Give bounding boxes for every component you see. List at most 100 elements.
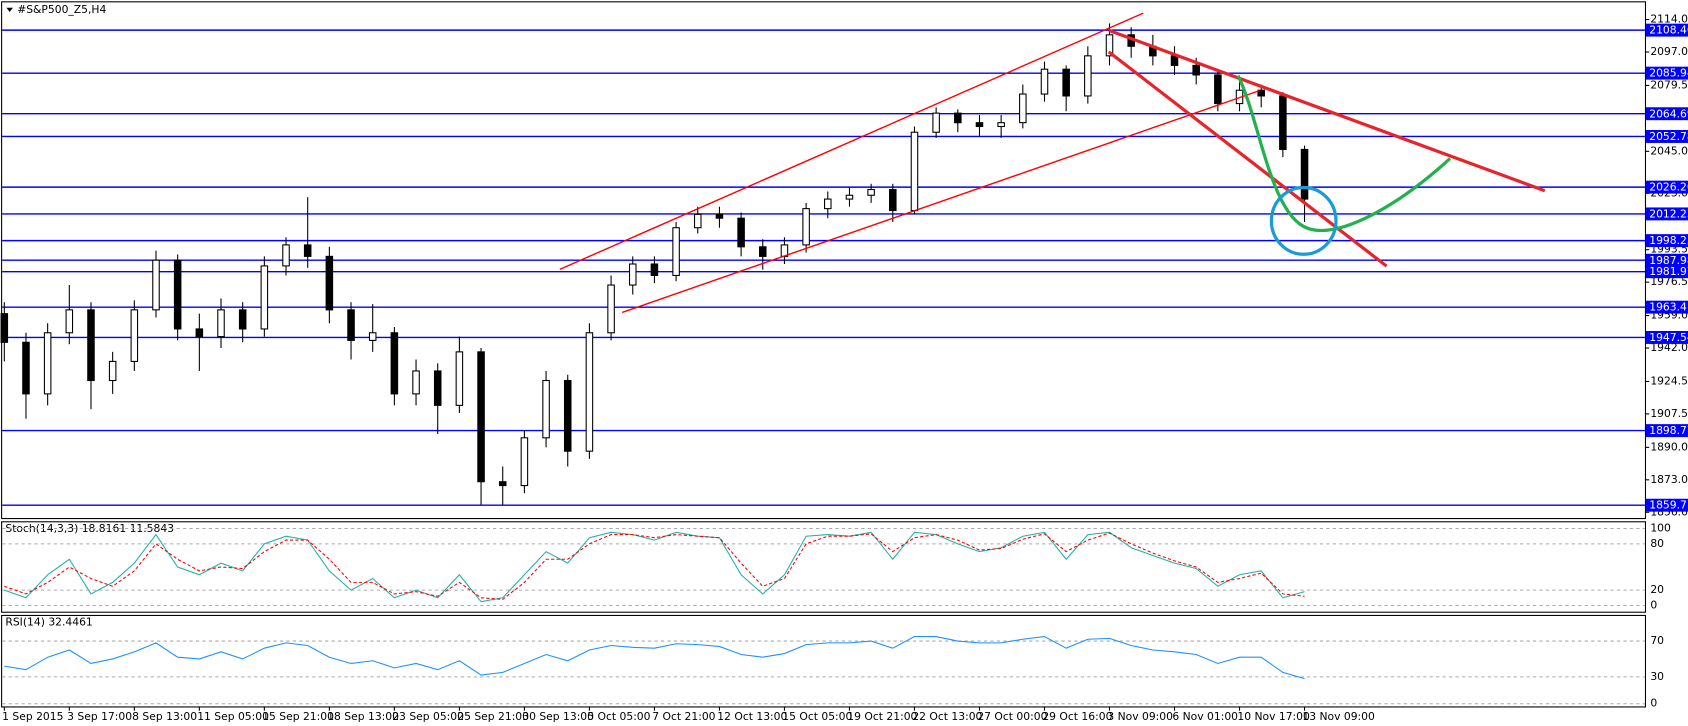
candle-body [368, 332, 377, 341]
y-tick-label: 70 [1650, 634, 1664, 647]
x-tick-label: 19 Oct 21:00 [847, 710, 917, 723]
x-tick-label: 1 Sep 2015 [2, 710, 63, 723]
y-tick-label: 20 [1650, 583, 1664, 596]
x-tick-label: 5 Oct 05:00 [587, 710, 650, 723]
x-tick-label: 15 Oct 05:00 [782, 710, 852, 723]
level-label-box [1646, 424, 1688, 438]
candle-body [650, 263, 659, 277]
candle-body [997, 122, 1005, 128]
trendline [1107, 50, 1388, 268]
candle-body [759, 246, 767, 257]
level-label: 1998.25 [1649, 234, 1688, 247]
level-label-box [1646, 207, 1688, 221]
highlight-circle [1269, 185, 1338, 256]
x-tick-label: 15 Sep 21:00 [262, 710, 334, 723]
level-label-box [1646, 23, 1688, 37]
trendline [622, 89, 1260, 314]
candle-body [520, 437, 529, 487]
candle-body [303, 244, 312, 257]
drawn-objects: 2114.002097.002079.502045.002023.001993.… [0, 13, 1688, 723]
level-label: 2108.46 [1649, 24, 1688, 37]
x-tick-label: 6 Nov 01:00 [1172, 710, 1238, 723]
y-tick-label: 0 [1650, 697, 1657, 710]
rsi-title: RSI(14) 32.4461 [5, 615, 92, 628]
y-tick-label: 2045.00 [1650, 144, 1688, 157]
projection-curve [1236, 74, 1452, 232]
x-tick-label: 3 Nov 09:00 [1107, 710, 1173, 723]
candle-body [1257, 89, 1265, 97]
candle-body [1040, 68, 1049, 95]
x-tick-label: 8 Sep 13:00 [132, 710, 197, 723]
candle-body [954, 112, 962, 124]
level-label-box [1646, 107, 1688, 121]
x-tick-label: 23 Sep 05:00 [392, 710, 464, 723]
candle-body [693, 213, 702, 229]
level-label: 1898.77 [1649, 424, 1688, 437]
x-tick-label: 3 Sep 17:00 [67, 710, 132, 723]
level-label-box [1646, 234, 1688, 248]
y-tick-label: 1873.00 [1650, 473, 1688, 486]
x-tick-label: 27 Oct 00:00 [977, 710, 1047, 723]
candle-body [563, 379, 572, 452]
y-tick-label: 1942.00 [1650, 341, 1688, 354]
candle-body [260, 265, 269, 330]
candle-body [1105, 34, 1114, 57]
candle-body [22, 341, 30, 395]
candle-body [217, 309, 225, 338]
level-label-box [1646, 180, 1688, 194]
candle-body [130, 309, 139, 362]
candle-body [889, 188, 897, 212]
y-tick-label: 30 [1650, 670, 1664, 683]
candle-body [433, 370, 442, 406]
level-label: 2085.94 [1649, 67, 1688, 80]
candle-body [910, 131, 919, 212]
x-tick-label: 12 Oct 13:00 [717, 710, 787, 723]
y-tick-label: 2097.00 [1650, 45, 1688, 58]
y-tick-label: 2079.50 [1650, 78, 1688, 91]
x-tick-label: 18 Sep 13:00 [327, 710, 399, 723]
y-tick-label: 100 [1650, 521, 1671, 534]
level-label: 2012.23 [1649, 207, 1688, 220]
x-tick-label: 11 Sep 05:00 [197, 710, 269, 723]
candle-body [477, 351, 485, 483]
candle-body [1192, 64, 1200, 76]
candle-body [715, 213, 724, 219]
level-label-box [1646, 265, 1688, 279]
x-tick-label: 13 Nov 09:00 [1302, 710, 1375, 723]
candle-body [975, 122, 984, 128]
candle-body [455, 351, 464, 406]
candle-body [824, 198, 832, 210]
y-tick-label: 1976.50 [1650, 275, 1688, 288]
level-label: 1947.54 [1649, 331, 1688, 344]
level-label-box [1646, 331, 1688, 344]
candle-body [737, 217, 745, 248]
candle-body [87, 309, 95, 382]
level-label-box [1646, 253, 1688, 267]
candle-body [1019, 93, 1027, 124]
candle-body [43, 332, 52, 395]
x-tick-label: 10 Nov 17:00 [1237, 710, 1310, 723]
x-tick-label: 29 Oct 16:00 [1042, 710, 1112, 723]
x-tick-label: 7 Oct 21:00 [652, 710, 715, 723]
candle-body [1084, 55, 1092, 97]
level-label: 1987.98 [1649, 254, 1688, 267]
candle-body [542, 379, 550, 439]
candle-body [108, 360, 117, 382]
candle-body [65, 309, 74, 334]
y-tick-label: 2114.00 [1650, 13, 1688, 26]
annotations [559, 12, 1546, 314]
candle-body [0, 313, 9, 343]
candle-body [173, 259, 182, 330]
y-tick-label: 1924.50 [1650, 374, 1688, 387]
candle-body [1062, 68, 1070, 97]
candle-body [152, 259, 160, 311]
dropdown-icon [6, 7, 13, 13]
level-label: 1981.97 [1649, 265, 1688, 278]
candle-body [628, 263, 637, 286]
rsi-panel [1, 614, 1647, 708]
candle-body [325, 255, 334, 311]
chart-title: #S&P500_Z5,H4 [17, 3, 106, 16]
